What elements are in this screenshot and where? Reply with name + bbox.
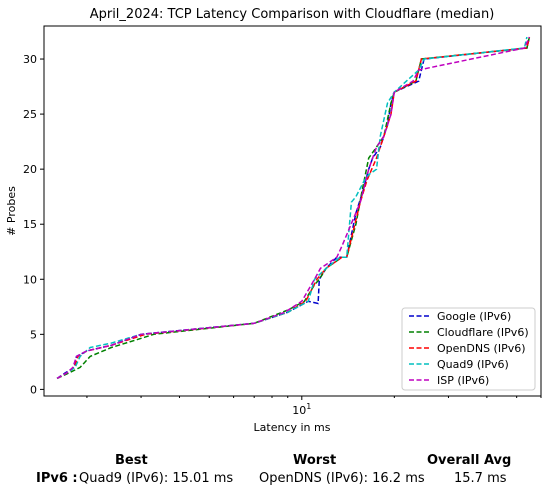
y-tick-label: 20	[23, 163, 37, 176]
legend-items: Google (IPv6) Cloudflare (IPv6) OpenDNS (I…	[409, 310, 529, 387]
y-tick-label: 0	[30, 383, 37, 396]
series-line-3	[56, 36, 528, 380]
legend-label: ISP (IPv6)	[437, 374, 489, 387]
y-tick-label: 15	[23, 218, 37, 231]
plot-frame	[43, 25, 542, 397]
x-tick-label: 101	[292, 402, 311, 417]
x-axis-label: Latency in ms	[254, 421, 331, 434]
summary-table: Best Worst Overall Avg IPv6 : Quad9 (IPv…	[0, 448, 548, 496]
legend-label: Google (IPv6)	[437, 310, 511, 323]
y-tick-label: 5	[30, 328, 37, 341]
legend-box	[401, 307, 536, 391]
series-lines	[56, 36, 531, 380]
legend-label: Quad9 (IPv6)	[437, 358, 509, 371]
chart-title: April_2024: TCP Latency Comparison with …	[90, 7, 495, 22]
y-tick-label: 30	[23, 53, 37, 66]
legend-label: Cloudflare (IPv6)	[437, 326, 529, 339]
y-tick-label: 10	[23, 273, 37, 286]
avg-value: 15.7 ms	[454, 471, 507, 486]
worst-value: OpenDNS (IPv6): 16.2 ms	[259, 471, 425, 486]
latency-chart: April_2024: TCP Latency Comparison with …	[5, 7, 542, 434]
avg-header: Overall Avg	[427, 453, 512, 468]
best-value: Quad9 (IPv6): 15.01 ms	[79, 471, 234, 486]
worst-header: Worst	[293, 453, 337, 468]
ipv6-row-label: IPv6 :	[36, 471, 78, 486]
legend: Google (IPv6) Cloudflare (IPv6) OpenDNS (I…	[401, 307, 536, 391]
series-line-4	[56, 36, 531, 380]
y-axis: 0 5 10 15 20 25 30	[23, 53, 44, 396]
y-tick-label: 25	[23, 108, 37, 121]
x-axis: 101	[86, 396, 542, 417]
y-axis-label: # Probes	[5, 186, 18, 236]
legend-label: OpenDNS (IPv6)	[437, 342, 526, 355]
best-header: Best	[115, 453, 148, 468]
